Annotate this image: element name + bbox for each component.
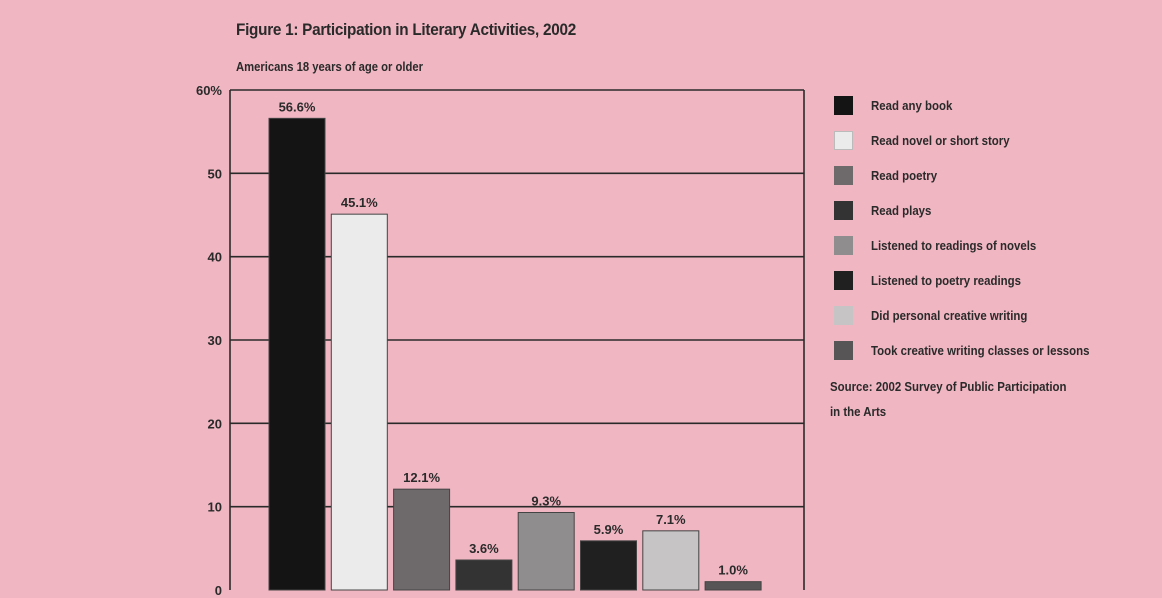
source-line: Source: 2002 Survey of Public Participat… [830, 379, 1067, 394]
legend-label: Listened to poetry readings [871, 273, 1022, 288]
legend-swatch [834, 236, 853, 255]
chart-subtitle: Americans 18 years of age or older [236, 60, 423, 74]
data-label: 1.0% [718, 563, 748, 578]
source-note: Source: 2002 Survey of Public Participat… [830, 374, 1094, 424]
data-label: 12.1% [403, 470, 440, 485]
chart-title: Figure 1: Participation in Literary Acti… [236, 20, 576, 39]
data-label: 45.1% [341, 195, 378, 210]
source-line: in the Arts [830, 404, 887, 419]
y-tick-label: 50 [208, 166, 222, 181]
legend-swatch [834, 96, 853, 115]
data-label: 7.1% [656, 512, 686, 527]
bar [455, 559, 513, 591]
bar [268, 117, 326, 591]
legend-item: Read novel or short story [834, 123, 1144, 158]
bar [330, 213, 388, 591]
bar [517, 512, 575, 591]
legend-item: Took creative writing classes or lessons [834, 333, 1144, 368]
legend-swatch [834, 131, 853, 150]
data-label: 5.9% [594, 522, 624, 537]
y-tick-label: 10 [208, 500, 222, 515]
bar [704, 581, 762, 591]
legend-item: Did personal creative writing [834, 298, 1144, 333]
legend-item: Read plays [834, 193, 1144, 228]
y-tick-label: 40 [208, 250, 222, 265]
data-label: 9.3% [531, 494, 561, 509]
legend-label: Did personal creative writing [871, 308, 1028, 323]
legend-swatch [834, 271, 853, 290]
bar [393, 488, 451, 591]
data-label: 3.6% [469, 541, 499, 556]
bar [642, 530, 700, 591]
bar [580, 540, 637, 591]
legend-label: Read any book [871, 98, 953, 113]
legend-item: Listened to poetry readings [834, 263, 1144, 298]
chart-legend: Read any book Read novel or short story … [834, 88, 1144, 368]
legend-item: Read any book [834, 88, 1144, 123]
legend-swatch [834, 201, 853, 220]
legend-label: Listened to readings of novels [871, 238, 1037, 253]
legend-item: Listened to readings of novels [834, 228, 1144, 263]
legend-label: Read plays [871, 203, 932, 218]
y-tick-label: 30 [208, 333, 222, 348]
legend-label: Read novel or short story [871, 133, 1010, 148]
y-tick-label: 0 [215, 583, 222, 598]
legend-label: Took creative writing classes or lessons [871, 343, 1090, 358]
y-tick-label: 60% [196, 83, 222, 98]
legend-label: Read poetry [871, 168, 938, 183]
data-label: 56.6% [279, 99, 316, 114]
y-tick-label: 20 [208, 416, 222, 431]
legend-swatch [834, 166, 853, 185]
legend-swatch [834, 306, 853, 325]
legend-swatch [834, 341, 853, 360]
legend-item: Read poetry [834, 158, 1144, 193]
